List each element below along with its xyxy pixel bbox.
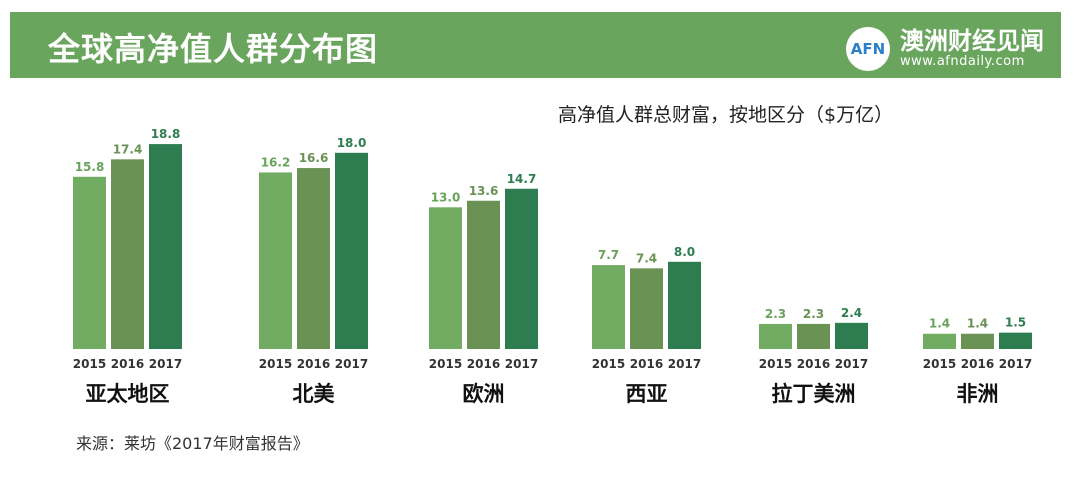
- bar-4-1: [797, 323, 830, 349]
- value-label: 1.4: [967, 317, 988, 331]
- value-label: 2.3: [765, 307, 786, 321]
- value-label: 18.8: [151, 127, 181, 141]
- year-label: 2017: [668, 357, 701, 371]
- year-label: 2016: [467, 357, 500, 371]
- year-label: 2016: [797, 357, 830, 371]
- afn-logo-icon: AFN: [846, 27, 890, 71]
- year-label: 2017: [149, 357, 182, 371]
- value-label: 2.3: [803, 307, 824, 321]
- value-label: 18.0: [337, 136, 367, 150]
- year-label: 2015: [429, 357, 462, 371]
- source-note: 来源：莱坊《2017年财富报告》: [76, 434, 309, 453]
- bar-2-0: [429, 207, 462, 349]
- year-label: 2015: [592, 357, 625, 371]
- year-label: 2015: [923, 357, 956, 371]
- bar-4-2: [835, 322, 868, 349]
- region-label: 北美: [293, 382, 335, 406]
- region-label: 非洲: [957, 382, 999, 406]
- year-label: 2015: [73, 357, 106, 371]
- value-label: 8.0: [674, 245, 695, 259]
- bar-5-2: [999, 332, 1032, 349]
- brand-url: www.afndaily.com: [900, 54, 1025, 69]
- value-label: 7.4: [636, 251, 657, 265]
- value-label: 16.6: [299, 151, 329, 165]
- value-label: 1.4: [929, 317, 950, 331]
- value-label: 13.0: [431, 190, 461, 204]
- bar-0-0: [73, 176, 106, 349]
- value-label: 14.7: [507, 172, 537, 186]
- header-banner: 全球高净值人群分布图 AFN 澳洲财经见闻 www.afndaily.com: [10, 12, 1061, 78]
- value-label: 17.4: [113, 142, 143, 156]
- value-label: 7.7: [598, 248, 619, 262]
- value-label: 16.2: [261, 155, 291, 169]
- bar-5-1: [961, 333, 994, 349]
- year-label: 2016: [111, 357, 144, 371]
- bar-4-0: [759, 323, 792, 349]
- year-label: 2016: [297, 357, 330, 371]
- year-label: 2016: [630, 357, 663, 371]
- year-label: 2017: [999, 357, 1032, 371]
- chart-title: 高净值人群总财富，按地区分（$万亿）: [558, 104, 894, 126]
- brand-name: 澳洲财经见闻: [900, 27, 1044, 55]
- region-label: 拉丁美洲: [772, 382, 856, 406]
- region-label: 西亚: [626, 382, 668, 406]
- region-label: 亚太地区: [86, 382, 170, 406]
- bar-2-2: [505, 188, 538, 349]
- value-label: 1.5: [1005, 316, 1026, 330]
- bar-3-1: [630, 268, 663, 349]
- year-label: 2015: [759, 357, 792, 371]
- bar-1-1: [297, 168, 330, 349]
- page-title: 全球高净值人群分布图: [48, 30, 379, 68]
- value-label: 13.6: [469, 184, 499, 198]
- region-label: 欧洲: [463, 382, 505, 406]
- value-label: 2.4: [841, 306, 862, 320]
- year-label: 2016: [961, 357, 994, 371]
- value-label: 15.8: [75, 160, 105, 174]
- bar-2-1: [467, 200, 500, 349]
- year-label: 2017: [335, 357, 368, 371]
- bar-3-2: [668, 261, 701, 349]
- bar-3-0: [592, 265, 625, 349]
- year-label: 2017: [835, 357, 868, 371]
- bar-1-0: [259, 172, 292, 349]
- bar-0-1: [111, 159, 144, 349]
- bar-0-2: [149, 144, 182, 349]
- bar-1-2: [335, 152, 368, 349]
- year-label: 2017: [505, 357, 538, 371]
- year-label: 2015: [259, 357, 292, 371]
- bar-5-0: [923, 333, 956, 349]
